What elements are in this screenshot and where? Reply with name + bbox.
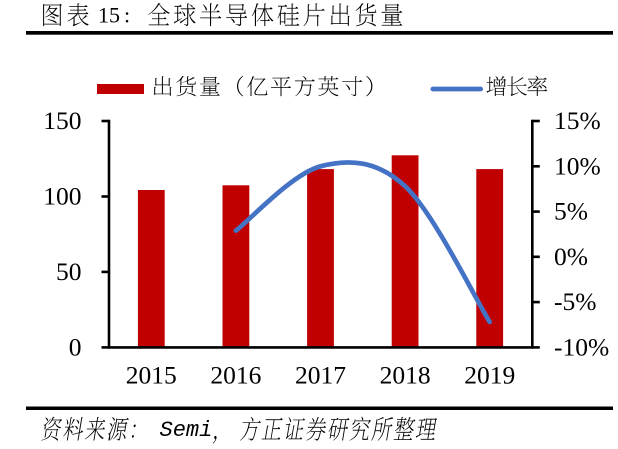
svg-text:0%: 0% <box>554 242 588 271</box>
svg-text:2018: 2018 <box>380 361 431 390</box>
svg-text:2015: 2015 <box>126 361 177 390</box>
svg-text::: : <box>124 2 130 27</box>
svg-text:10%: 10% <box>554 151 601 180</box>
svg-text:2017: 2017 <box>295 361 346 390</box>
svg-text:15%: 15% <box>554 106 601 135</box>
svg-text:2016: 2016 <box>210 361 261 390</box>
svg-text:Semi: Semi <box>160 418 213 443</box>
svg-text:150: 150 <box>43 106 81 135</box>
svg-text:5%: 5% <box>554 197 588 226</box>
svg-text:50: 50 <box>56 257 82 286</box>
svg-text:-5%: -5% <box>554 287 596 316</box>
svg-text:100: 100 <box>43 182 81 211</box>
svg-text:15: 15 <box>98 2 120 27</box>
svg-text:0: 0 <box>69 333 82 362</box>
svg-text:-10%: -10% <box>554 333 609 362</box>
svg-text:2019: 2019 <box>464 361 515 390</box>
